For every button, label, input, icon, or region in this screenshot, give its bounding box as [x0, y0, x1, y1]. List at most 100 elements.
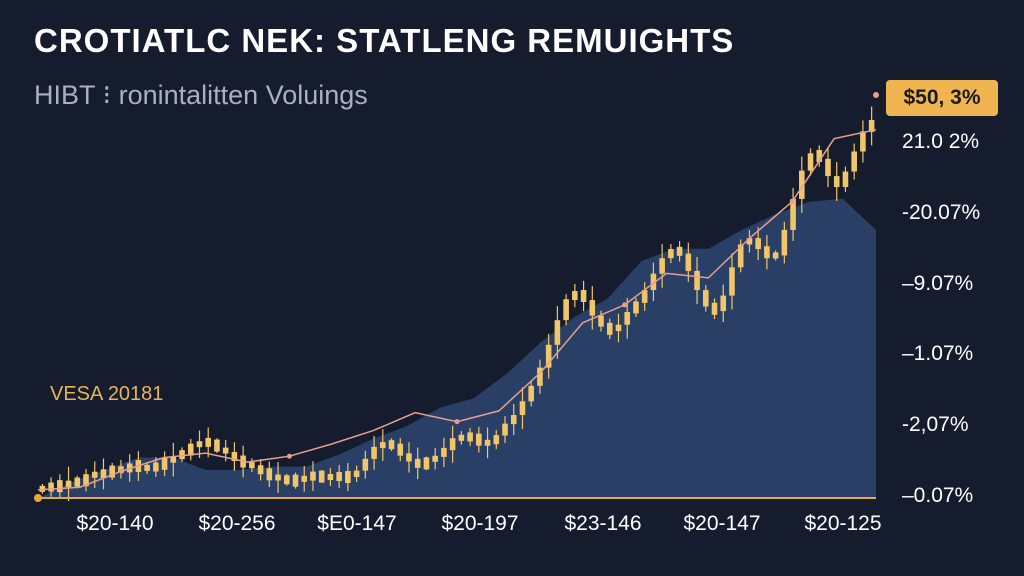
x-tick-label: $E0-147 [317, 512, 397, 535]
candle [702, 285, 709, 312]
candle [502, 416, 508, 444]
trend-point [119, 468, 125, 474]
y-tick-label: –0.07% [902, 484, 974, 507]
x-tick-label: $20-256 [198, 512, 276, 535]
candle [318, 470, 325, 483]
candle [144, 461, 150, 474]
candle [650, 262, 657, 302]
candle [772, 250, 779, 261]
y-tick-label: –1.07% [902, 342, 974, 365]
candle [65, 466, 72, 502]
candle [720, 284, 727, 323]
candle [458, 430, 465, 445]
candle [519, 387, 526, 430]
candle [345, 463, 351, 492]
candle [764, 235, 770, 270]
candle [510, 404, 517, 436]
candle [729, 253, 735, 310]
candle [83, 469, 89, 492]
candle [170, 442, 177, 477]
candle [423, 456, 430, 471]
candle [48, 477, 54, 497]
trend-point [454, 419, 460, 425]
candle [187, 438, 194, 461]
trend-point [622, 302, 628, 308]
candle [528, 380, 534, 407]
candle [484, 427, 491, 459]
candle [388, 438, 395, 452]
x-tick-label: $20-125 [804, 512, 882, 535]
candle [205, 427, 212, 458]
candle [799, 156, 805, 213]
candle [371, 435, 377, 470]
candle [336, 465, 342, 489]
candle [414, 447, 421, 480]
candle [179, 447, 185, 462]
chart-subtitle: HIBT ⁝ ronintalitten Voluings [34, 80, 368, 110]
candle [257, 458, 264, 481]
candle [641, 282, 648, 311]
trend-point [286, 453, 292, 459]
candle [109, 462, 115, 481]
y-tick-label: 21.0 2% [902, 130, 980, 153]
candle [327, 468, 334, 486]
candle [624, 297, 631, 339]
x-tick-label: $20-197 [441, 512, 519, 535]
y-tick-label: –9.07% [902, 272, 974, 295]
trend-point [789, 199, 795, 205]
candle [476, 426, 482, 453]
candle [353, 465, 360, 483]
chart-title: CROTIATLC NEK: STATLENG REMUIGHTS [34, 22, 735, 59]
candle [668, 244, 674, 264]
candle [545, 333, 552, 379]
trend-end-dot [873, 92, 879, 98]
candle [362, 450, 369, 479]
candle [214, 438, 220, 453]
baseline-dot [34, 494, 42, 502]
chart-annotation: VESA 20181 [50, 383, 164, 405]
candle [161, 451, 168, 477]
candle [807, 148, 814, 176]
candle [493, 430, 500, 450]
candle [57, 474, 63, 499]
candle [572, 283, 578, 308]
candle [711, 298, 718, 320]
candle [842, 166, 849, 193]
candle [781, 221, 788, 264]
candle [676, 241, 683, 262]
candle [790, 187, 796, 241]
candle [633, 297, 639, 317]
candle [292, 472, 299, 489]
candle [851, 143, 857, 180]
candle [74, 475, 81, 489]
candle [537, 359, 543, 394]
candle [310, 461, 316, 492]
candle [100, 458, 107, 490]
candle [659, 244, 665, 288]
candle [580, 280, 587, 312]
candle [380, 429, 386, 461]
candle [231, 442, 238, 471]
candle [441, 437, 447, 468]
candle [860, 120, 866, 163]
candle [615, 313, 622, 343]
candle [816, 145, 823, 167]
candle [432, 448, 438, 470]
candle [467, 427, 473, 446]
candle [249, 458, 255, 472]
candle [406, 442, 412, 473]
candle [598, 310, 604, 332]
candle [266, 461, 273, 488]
candle [563, 294, 569, 326]
x-tick-label: $20-147 [683, 512, 761, 535]
candle [397, 438, 404, 462]
candle [746, 230, 753, 253]
candle [737, 239, 744, 273]
candle [589, 286, 596, 330]
y-tick-label: -20.07% [902, 201, 981, 224]
candle [606, 318, 613, 340]
x-tick-label: $20-140 [76, 512, 154, 535]
candle [694, 256, 700, 305]
